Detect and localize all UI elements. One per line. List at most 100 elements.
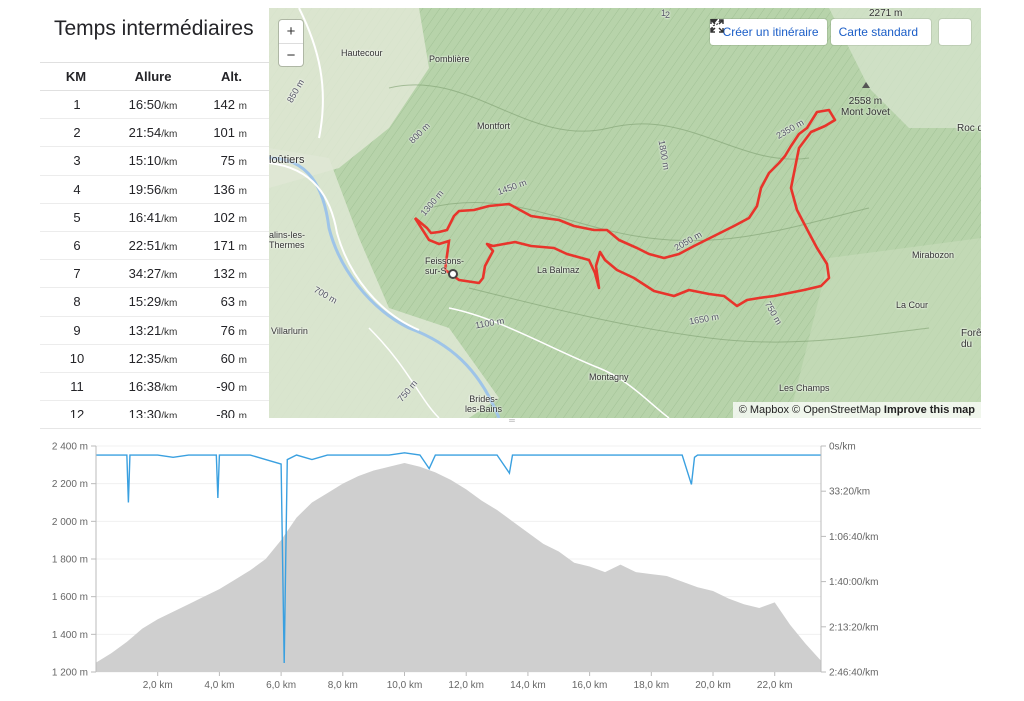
split-alt: 102 m bbox=[194, 203, 269, 232]
place-la-cour: La Cour bbox=[896, 300, 929, 310]
zoom-control: + − bbox=[279, 20, 303, 66]
split-km: 5 bbox=[40, 203, 112, 232]
x-tick-label: 4,0 km bbox=[204, 680, 234, 691]
split-km: 10 bbox=[40, 344, 112, 373]
pace-line bbox=[96, 452, 821, 663]
split-alt: 75 m bbox=[194, 146, 269, 176]
place-brides: Brides- les-Bains bbox=[465, 394, 503, 414]
place-mirabozon: Mirabozon bbox=[912, 250, 955, 260]
zoom-out-button[interactable]: − bbox=[279, 43, 303, 66]
split-alt: 136 m bbox=[194, 175, 269, 204]
split-pace: 34:27/km bbox=[112, 259, 194, 289]
split-row: 8 15:29/km 63 m bbox=[40, 287, 269, 317]
place-roc: Roc d bbox=[957, 123, 981, 134]
place-moutiers: loûtiers bbox=[269, 154, 305, 166]
elevation-chart[interactable]: 1 200 m 1 400 m 1 600 m 1 800 m 2 000 m 2 200… bbox=[40, 428, 981, 701]
header-alt: Alt. bbox=[194, 62, 269, 91]
x-tick-label: 22,0 km bbox=[757, 680, 793, 691]
route-line bbox=[414, 108, 837, 308]
splits-title: Temps intermédiaires bbox=[54, 17, 254, 40]
split-km: 7 bbox=[40, 259, 112, 289]
peak-mont-jovet: 2558 m Mont Jovet bbox=[841, 96, 890, 118]
y-left-tick-label: 1 600 m bbox=[52, 592, 88, 603]
x-tick-label: 12,0 km bbox=[448, 680, 484, 691]
y-left-tick-label: 2 200 m bbox=[52, 479, 88, 490]
elevation-chart-svg: 1 200 m 1 400 m 1 600 m 1 800 m 2 000 m 2 200… bbox=[52, 442, 879, 692]
split-alt: 101 m bbox=[194, 118, 269, 148]
split-row: 1 16:50/km 142 m bbox=[40, 90, 269, 120]
resize-handle[interactable]: ═ bbox=[509, 416, 515, 425]
zoom-in-button[interactable]: + bbox=[279, 20, 303, 43]
create-route-button[interactable]: Créer un itinéraire bbox=[709, 19, 827, 45]
place-pombliere: Pomblière bbox=[429, 54, 470, 64]
split-km: 3 bbox=[40, 146, 112, 176]
split-pace: 13:30/km bbox=[112, 400, 194, 418]
split-km: 6 bbox=[40, 231, 112, 261]
split-pace: 16:50/km bbox=[112, 90, 194, 120]
place-les-champs: Les Champs bbox=[779, 383, 830, 393]
y-left-tick-label: 1 200 m bbox=[52, 668, 88, 679]
split-km: 9 bbox=[40, 316, 112, 345]
elevation-area bbox=[96, 462, 821, 672]
split-km: 2 bbox=[40, 118, 112, 148]
split-alt: 60 m bbox=[194, 344, 269, 373]
x-tick-label: 16,0 km bbox=[572, 680, 608, 691]
peak-top: 2271 m bbox=[869, 8, 903, 19]
splits-rows: 1 16:50/km 142 m 2 21:54/km 101 m 3 15:10/km 75 … bbox=[40, 90, 269, 418]
place-villarlurin: Villarlurin bbox=[271, 326, 308, 336]
split-alt: 76 m bbox=[194, 316, 269, 345]
y-left-tick-label: 2 000 m bbox=[52, 517, 88, 528]
split-row: 11 16:38/km -90 m bbox=[40, 372, 269, 402]
y-right-tick-label: 1:40:00/km bbox=[829, 577, 878, 588]
split-pace: 16:41/km bbox=[112, 203, 194, 232]
attribution-text: © Mapbox © OpenStreetMap bbox=[738, 404, 881, 416]
splits-table: KM Allure Alt. 1 16:50/km 142 m 2 21:54/km 10… bbox=[40, 62, 269, 418]
split-pace: 22:51/km bbox=[112, 231, 194, 261]
contour-label: 1 bbox=[661, 8, 667, 18]
map-attribution: © Mapbox © OpenStreetMap Improve this ma… bbox=[732, 402, 981, 418]
place-montfort: Montfort bbox=[477, 121, 511, 131]
split-alt: -80 m bbox=[194, 400, 269, 418]
map-style-label: Carte standard bbox=[838, 25, 918, 39]
split-alt: 132 m bbox=[194, 259, 269, 289]
split-row: 10 12:35/km 60 m bbox=[40, 344, 269, 373]
split-row: 9 13:21/km 76 m bbox=[40, 316, 269, 345]
split-pace: 13:21/km bbox=[112, 316, 194, 345]
x-tick-label: 14,0 km bbox=[510, 680, 546, 691]
split-pace: 15:10/km bbox=[112, 146, 194, 176]
header-pace: Allure bbox=[112, 62, 194, 91]
split-row: 6 22:51/km 171 m bbox=[40, 231, 269, 261]
map-style-dropdown[interactable]: Carte standard bbox=[709, 19, 931, 45]
y-right-tick-label: 2:46:40/km bbox=[829, 668, 878, 679]
x-tick-label: 6,0 km bbox=[266, 680, 296, 691]
split-km: 4 bbox=[40, 175, 112, 204]
x-tick-label: 20,0 km bbox=[695, 680, 731, 691]
fullscreen-button[interactable] bbox=[709, 19, 971, 45]
place-foret: Forê du bbox=[961, 328, 981, 350]
split-pace: 19:56/km bbox=[112, 175, 194, 204]
map-controls: Créer un itinéraire Carte standard bbox=[709, 19, 971, 45]
split-km: 1 bbox=[40, 90, 112, 120]
header-km: KM bbox=[40, 62, 112, 91]
split-pace: 16:38/km bbox=[112, 372, 194, 402]
improve-map-link[interactable]: Improve this map bbox=[883, 404, 975, 416]
split-row: 4 19:56/km 136 m bbox=[40, 175, 269, 204]
place-montagny: Montagny bbox=[589, 372, 629, 382]
place-feissons: Feissons- sur-S bbox=[425, 256, 465, 276]
x-tick-label: 18,0 km bbox=[634, 680, 670, 691]
split-row: 12 13:30/km -80 m bbox=[40, 400, 269, 418]
split-km: 8 bbox=[40, 287, 112, 317]
y-left-tick-label: 2 400 m bbox=[52, 442, 88, 453]
split-alt: 63 m bbox=[194, 287, 269, 317]
split-row: 5 16:41/km 102 m bbox=[40, 203, 269, 232]
split-km: 11 bbox=[40, 372, 112, 402]
place-hautecour: Hautecour bbox=[341, 48, 383, 58]
split-km: 12 bbox=[40, 400, 112, 418]
y-right-tick-label: 0s/km bbox=[829, 442, 856, 453]
place-la-balmaz: La Balmaz bbox=[537, 265, 580, 275]
y-left-tick-label: 1 800 m bbox=[52, 555, 88, 566]
route-map[interactable]: Hautecour Pomblière Montfort loûtiers al… bbox=[269, 8, 981, 418]
split-row: 3 15:10/km 75 m bbox=[40, 146, 269, 176]
split-row: 2 21:54/km 101 m bbox=[40, 118, 269, 148]
